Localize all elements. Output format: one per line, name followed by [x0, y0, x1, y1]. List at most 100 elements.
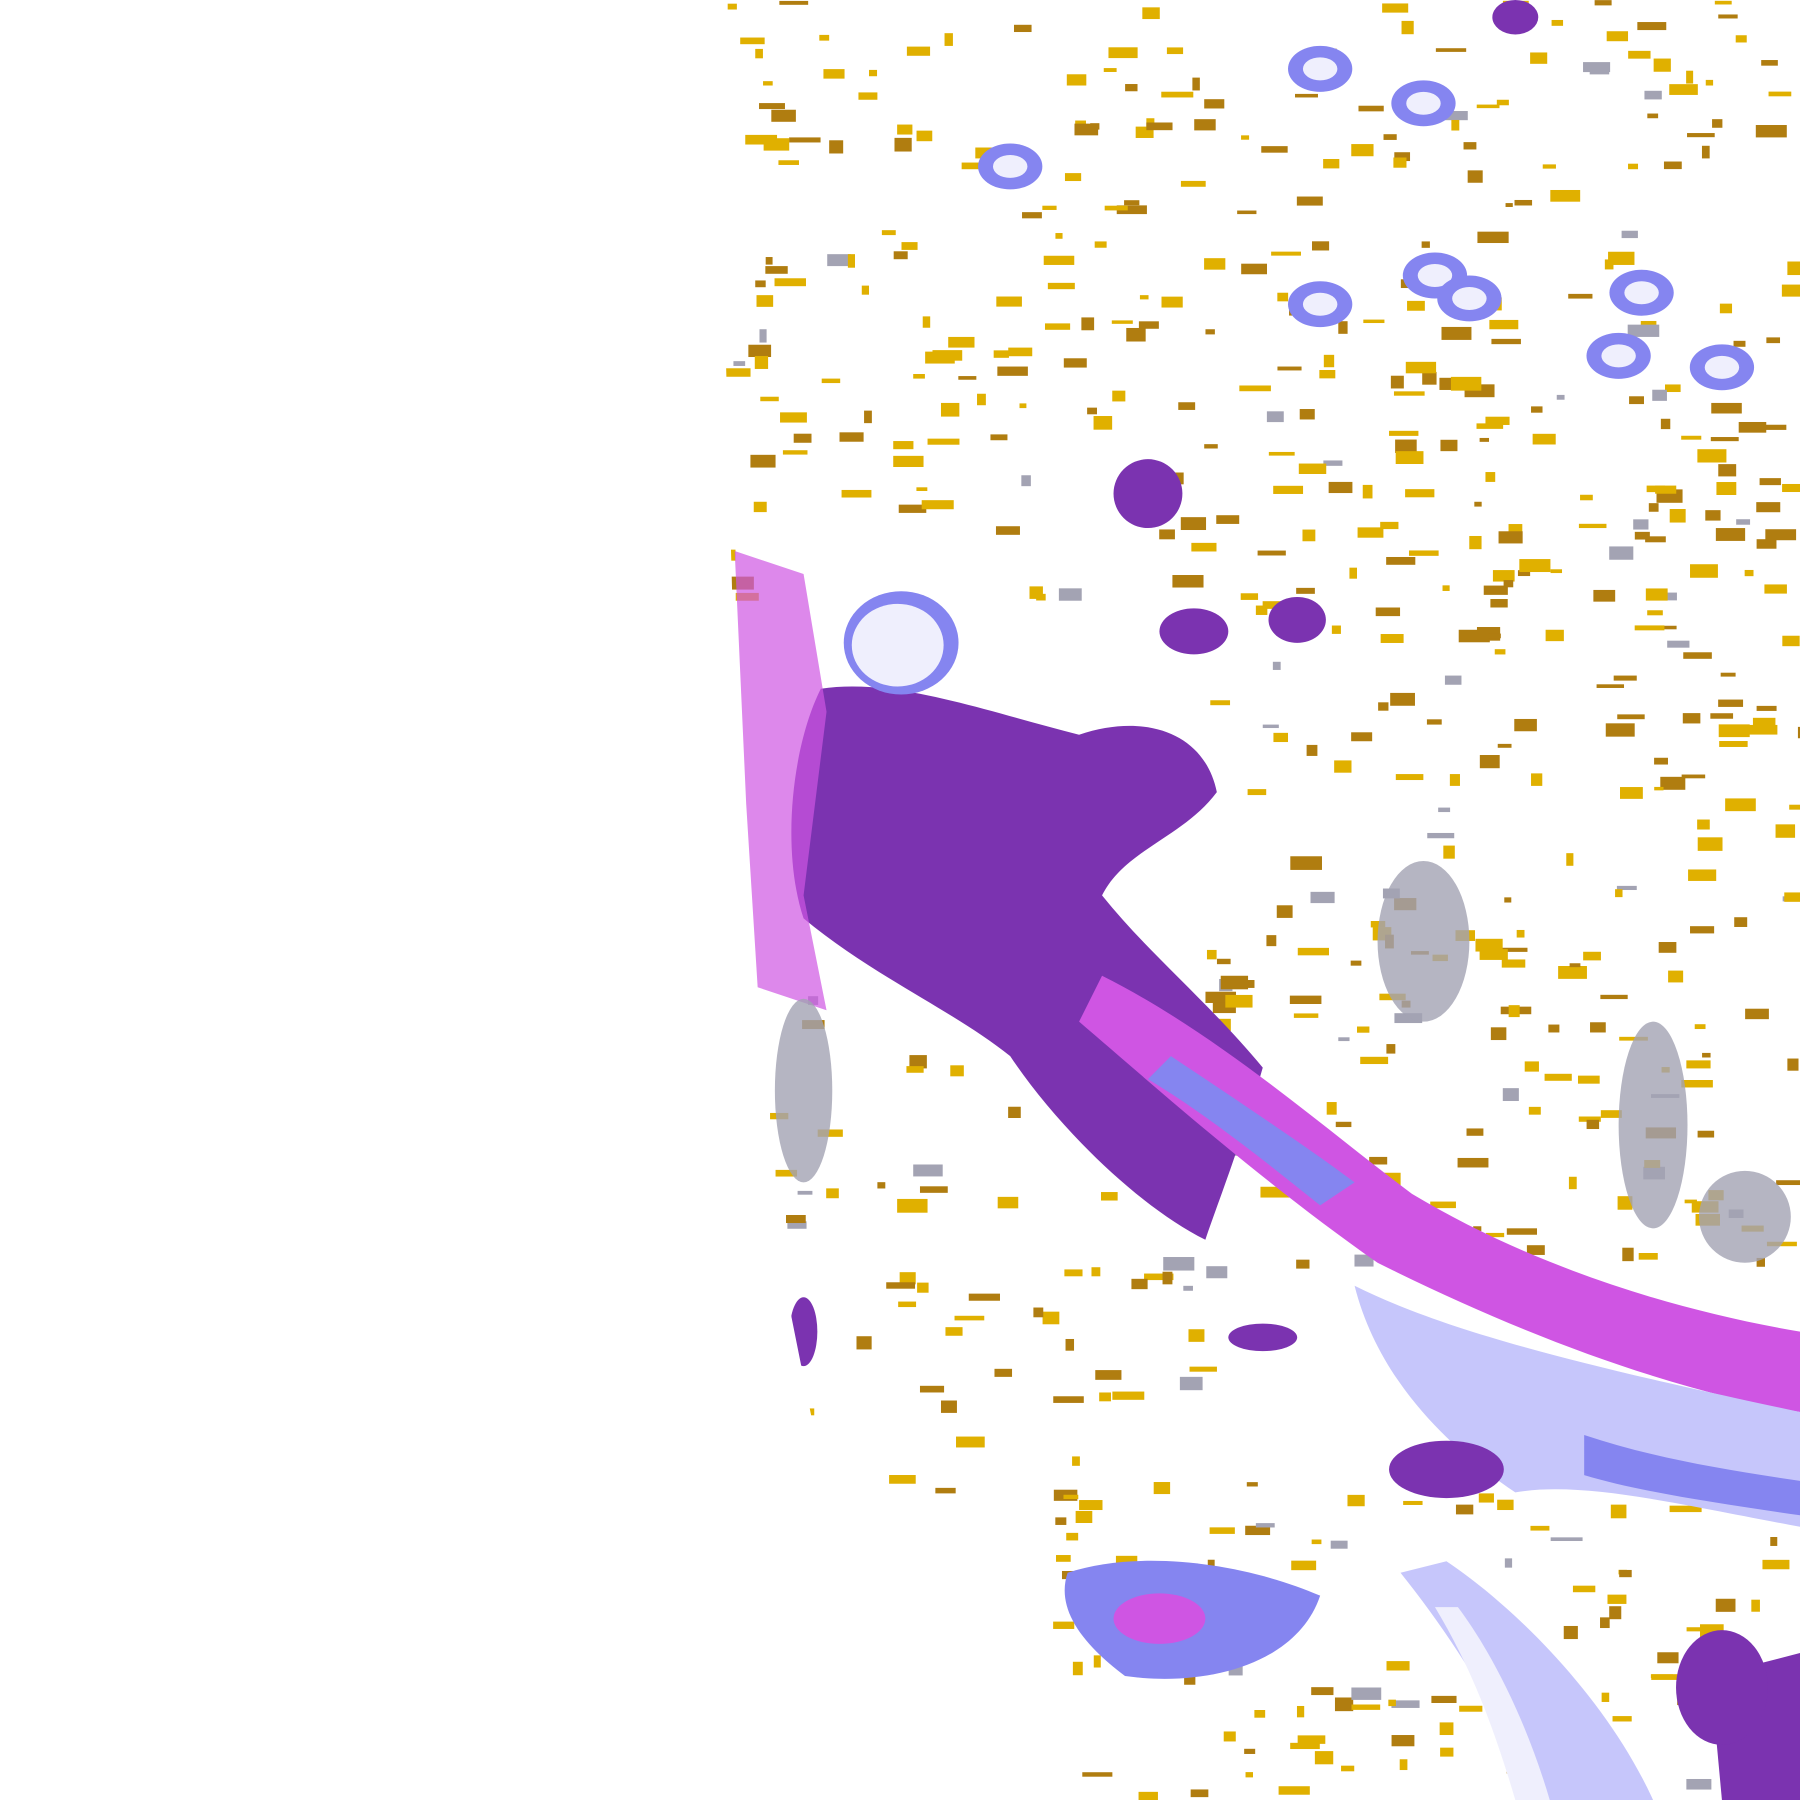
land-patch	[997, 366, 1028, 376]
land-patch	[1370, 921, 1386, 928]
land-patch	[1075, 1510, 1093, 1523]
land-patch	[1277, 292, 1289, 302]
land-patch	[1477, 231, 1509, 244]
land-patch	[1296, 1259, 1310, 1269]
land-patch	[1638, 1252, 1658, 1260]
land-patch	[1272, 661, 1281, 670]
land-patch	[1443, 845, 1455, 859]
land-patch	[1497, 1499, 1514, 1511]
cloud-core	[1704, 355, 1740, 379]
land-patch	[1093, 416, 1113, 430]
land-patch	[1204, 258, 1226, 270]
land-patch	[1479, 437, 1490, 442]
land-patch	[1524, 1061, 1539, 1072]
land-patch	[1319, 369, 1336, 379]
land-patch	[1091, 1267, 1101, 1277]
land-patch	[1422, 371, 1437, 385]
land-patch	[1296, 196, 1323, 206]
land-patch	[765, 266, 788, 274]
land-patch	[1386, 556, 1416, 565]
land-patch	[777, 1360, 788, 1365]
land-patch	[1621, 230, 1638, 239]
land-patch	[1438, 807, 1451, 813]
land-patch	[1633, 519, 1649, 530]
land-patch	[1697, 819, 1710, 830]
land-patch	[864, 410, 872, 424]
land-patch	[847, 254, 855, 268]
land-patch	[1467, 170, 1483, 183]
grey-patch	[1698, 1170, 1791, 1263]
land-patch	[1440, 1747, 1454, 1757]
land-patch	[1295, 93, 1318, 98]
land-patch	[1681, 435, 1702, 440]
land-patch	[1586, 1119, 1600, 1130]
land-patch	[1745, 1008, 1769, 1020]
land-patch	[1194, 119, 1216, 131]
land-patch	[1686, 1060, 1711, 1069]
land-patch	[1497, 743, 1512, 748]
land-patch	[1665, 384, 1681, 393]
land-patch	[1463, 142, 1477, 150]
land-patch	[1255, 605, 1268, 615]
land-patch	[1066, 74, 1087, 86]
land-patch	[1652, 389, 1667, 401]
land-patch	[1526, 1245, 1545, 1255]
land-patch	[1617, 1196, 1633, 1210]
land-patch	[1734, 917, 1748, 927]
land-patch	[763, 138, 790, 151]
land-patch	[1245, 1772, 1253, 1778]
cloud-core	[1406, 91, 1441, 115]
land-patch	[780, 412, 807, 423]
land-patch	[1204, 444, 1218, 449]
land-patch	[1519, 559, 1551, 573]
magenta-patch	[1113, 1593, 1206, 1644]
land-patch	[1072, 1456, 1080, 1466]
land-patch	[1056, 1555, 1071, 1562]
land-patch	[1686, 70, 1694, 84]
land-patch	[753, 501, 767, 513]
land-patch	[763, 1366, 794, 1375]
land-patch	[1082, 1772, 1113, 1777]
land-patch	[1738, 421, 1767, 433]
land-patch	[783, 1408, 815, 1416]
land-patch	[821, 378, 841, 384]
land-patch	[1357, 527, 1384, 538]
land-patch	[1479, 949, 1508, 960]
land-patch	[1245, 1525, 1271, 1536]
land-patch	[1550, 189, 1581, 202]
land-patch	[940, 1400, 957, 1413]
land-patch	[1531, 773, 1543, 786]
land-patch	[898, 1301, 917, 1308]
land-patch	[1490, 1027, 1507, 1041]
land-patch	[1291, 1560, 1317, 1571]
land-patch	[1053, 1396, 1084, 1403]
land-patch	[1600, 1617, 1610, 1629]
purple-patch	[1389, 1440, 1504, 1499]
land-patch	[1622, 1247, 1634, 1262]
land-patch	[1063, 1494, 1079, 1500]
land-patch	[1775, 824, 1796, 838]
land-patch	[1475, 938, 1503, 952]
purple-patch	[1268, 596, 1326, 643]
land-patch	[901, 242, 918, 250]
land-patch	[1380, 521, 1399, 530]
land-patch	[1124, 200, 1140, 206]
land-patch	[1223, 1731, 1236, 1742]
land-patch	[1613, 675, 1637, 681]
land-patch	[1237, 210, 1257, 215]
land-patch	[1715, 1598, 1736, 1612]
land-patch	[1389, 430, 1419, 436]
land-patch	[1590, 1022, 1606, 1033]
land-patch	[1457, 1157, 1489, 1168]
land-patch	[893, 455, 924, 467]
land-patch	[1205, 991, 1237, 1003]
land-patch	[1008, 1106, 1021, 1118]
land-patch	[1744, 569, 1754, 577]
land-patch	[1178, 402, 1196, 410]
land-patch	[1276, 905, 1293, 918]
land-patch	[1358, 105, 1384, 112]
land-patch	[1112, 1391, 1145, 1400]
land-patch	[1466, 1128, 1484, 1136]
land-patch	[1273, 732, 1289, 743]
land-patch	[1262, 724, 1279, 729]
